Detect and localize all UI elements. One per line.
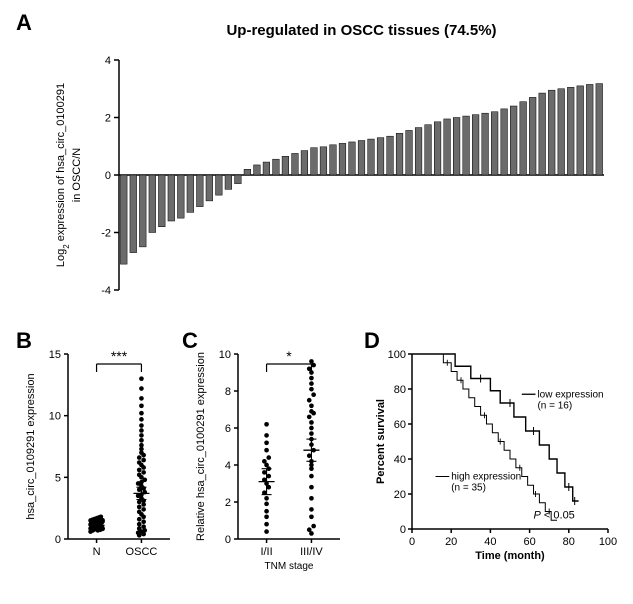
svg-text:OSCC: OSCC: [126, 546, 158, 558]
svg-text:60: 60: [523, 536, 535, 548]
svg-text:P < 0.05: P < 0.05: [534, 510, 575, 522]
svg-text:0: 0: [225, 534, 231, 546]
svg-text:hsa_circ_0109291 expression: hsa_circ_0109291 expression: [25, 373, 37, 519]
svg-text:40: 40: [394, 454, 406, 466]
svg-text:15: 15: [49, 349, 61, 361]
svg-text:*: *: [286, 348, 292, 364]
svg-text:40: 40: [484, 536, 496, 548]
svg-text:4: 4: [105, 55, 111, 67]
svg-text:0: 0: [55, 534, 61, 546]
svg-text:2: 2: [105, 113, 111, 125]
svg-text:20: 20: [394, 489, 406, 501]
panel-a-label: A: [16, 10, 32, 36]
panel-c-chart: 0 2 4 6 8 10 I/II III/IV * Relative hsa_circ_0100…: [190, 344, 355, 594]
svg-text:low expression: low expression: [537, 389, 603, 400]
svg-text:(n = 35): (n = 35): [451, 483, 486, 494]
panel-a-chart: Up-regulated in OSCC tissues (74.5%) -4 -2…: [44, 10, 616, 310]
svg-text:III/IV: III/IV: [300, 546, 323, 558]
svg-text:-2: -2: [101, 228, 111, 240]
svg-text:0: 0: [105, 170, 111, 182]
svg-text:Relative hsa_circ_0100291 expr: Relative hsa_circ_0100291 expression: [195, 352, 207, 541]
panel-d-chart: 020406080100020406080100low expression(n…: [370, 344, 618, 584]
svg-text:Log2 expression of hsa_circ_01: Log2 expression of hsa_circ_0100291: [55, 83, 71, 267]
svg-text:N: N: [93, 546, 101, 558]
svg-text:TNM stage: TNM stage: [265, 561, 314, 572]
svg-text:5: 5: [55, 472, 61, 484]
svg-text:I/II: I/II: [260, 546, 272, 558]
svg-text:Time (month): Time (month): [475, 550, 545, 562]
svg-text:Percent survival: Percent survival: [375, 399, 387, 484]
svg-text:100: 100: [599, 536, 617, 548]
figure-root: A B C D Up-regulated in OSCC tissues (74…: [10, 10, 623, 594]
svg-text:Up-regulated in OSCC tissues (: Up-regulated in OSCC tissues (74.5%): [226, 22, 496, 39]
svg-text:***: ***: [111, 348, 128, 364]
svg-text:60: 60: [394, 419, 406, 431]
svg-text:high expression: high expression: [451, 472, 521, 483]
svg-text:(n = 16): (n = 16): [537, 400, 572, 411]
svg-text:80: 80: [394, 384, 406, 396]
svg-text:10: 10: [219, 349, 231, 361]
svg-text:in OSCC/N: in OSCC/N: [71, 148, 83, 202]
svg-text:2: 2: [225, 497, 231, 509]
svg-text:10: 10: [49, 411, 61, 423]
svg-text:0: 0: [400, 524, 406, 536]
svg-text:20: 20: [445, 536, 457, 548]
svg-text:0: 0: [409, 536, 415, 548]
svg-text:-4: -4: [101, 285, 111, 297]
svg-text:6: 6: [225, 423, 231, 435]
panel-b-chart: 0 5 10 15 N OSCC *** hsa_circ_0109291 expressio…: [20, 344, 180, 584]
svg-text:8: 8: [225, 386, 231, 398]
svg-text:4: 4: [225, 460, 231, 472]
svg-text:80: 80: [563, 536, 575, 548]
svg-text:100: 100: [388, 349, 406, 361]
